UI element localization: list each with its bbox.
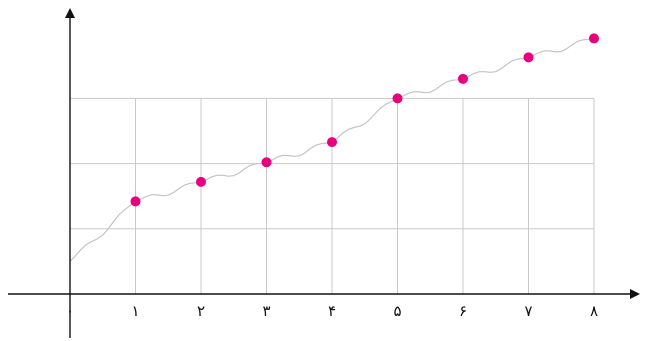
data-point-6 bbox=[458, 73, 468, 84]
x-tick-label-0: ٠ bbox=[66, 302, 74, 320]
data-point-2 bbox=[196, 176, 206, 187]
x-tick-label-8: ٨ bbox=[590, 302, 598, 320]
data-point-7 bbox=[523, 52, 534, 63]
x-tick-label-7: ٧ bbox=[524, 302, 532, 320]
data-point-8 bbox=[589, 33, 599, 44]
data-points bbox=[130, 33, 599, 207]
data-point-4 bbox=[327, 137, 337, 148]
x-tick-label-1: ١ bbox=[131, 302, 139, 320]
x-tick-label-4: ۴ bbox=[328, 302, 336, 320]
x-ticks: ٠ ١ ٢ ٣ ۴ ۵ ۶ ٧ ٨ bbox=[66, 302, 598, 320]
data-point-5 bbox=[392, 93, 403, 104]
grid bbox=[70, 97, 595, 294]
x-tick-label-6: ۶ bbox=[459, 302, 467, 320]
data-point-3 bbox=[261, 157, 272, 168]
x-tick-label-3: ٣ bbox=[262, 302, 270, 320]
x-tick-label-2: ٢ bbox=[197, 302, 205, 320]
x-tick-label-5: ۵ bbox=[393, 302, 401, 320]
data-point-1 bbox=[130, 196, 141, 207]
